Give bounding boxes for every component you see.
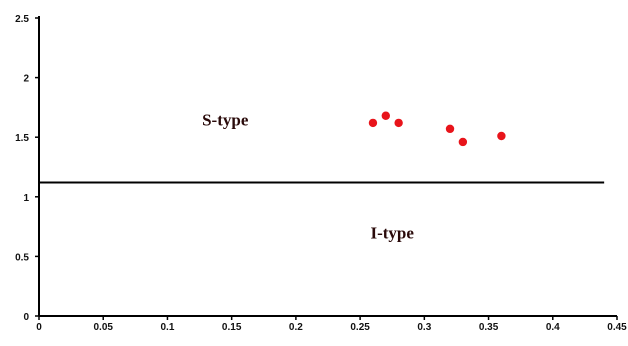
y-tick-label: 0 [23, 312, 29, 323]
y-tick-label: 1 [23, 193, 29, 204]
y-tick-label: 2.5 [15, 14, 29, 25]
y-tick-label: 0.5 [15, 252, 29, 263]
x-tick-label: 0 [36, 322, 42, 333]
x-tick-label: 0.4 [546, 322, 560, 333]
y-tick-label: 1.5 [15, 133, 29, 144]
data-point [381, 111, 390, 120]
data-points [368, 111, 506, 147]
x-tick-label: 0.45 [607, 322, 627, 333]
x-axis: 0 0.05 0.1 0.15 0.2 0.25 0.3 0.35 0.4 0.45 [36, 315, 627, 333]
x-tick-label: 0.25 [350, 322, 370, 333]
x-tick-label: 0.1 [160, 322, 174, 333]
region-labels: S-type I-type [202, 110, 414, 242]
region-label-i-type: I-type [370, 224, 414, 243]
data-point [458, 137, 468, 147]
y-tick-label: 2 [23, 74, 29, 85]
x-tick-label: 0.35 [479, 322, 499, 333]
x-tick-label: 0.05 [93, 322, 113, 333]
data-point [368, 118, 378, 128]
data-point [394, 118, 403, 128]
data-point [445, 124, 455, 134]
x-tick-label: 0.3 [417, 322, 431, 333]
y-axis: 0 0.5 1 1.5 2 2.5 [15, 14, 40, 323]
x-tick-label: 0.15 [222, 322, 242, 333]
data-point [497, 131, 506, 141]
x-tick-label: 0.2 [289, 322, 303, 333]
region-label-s-type: S-type [202, 110, 249, 129]
